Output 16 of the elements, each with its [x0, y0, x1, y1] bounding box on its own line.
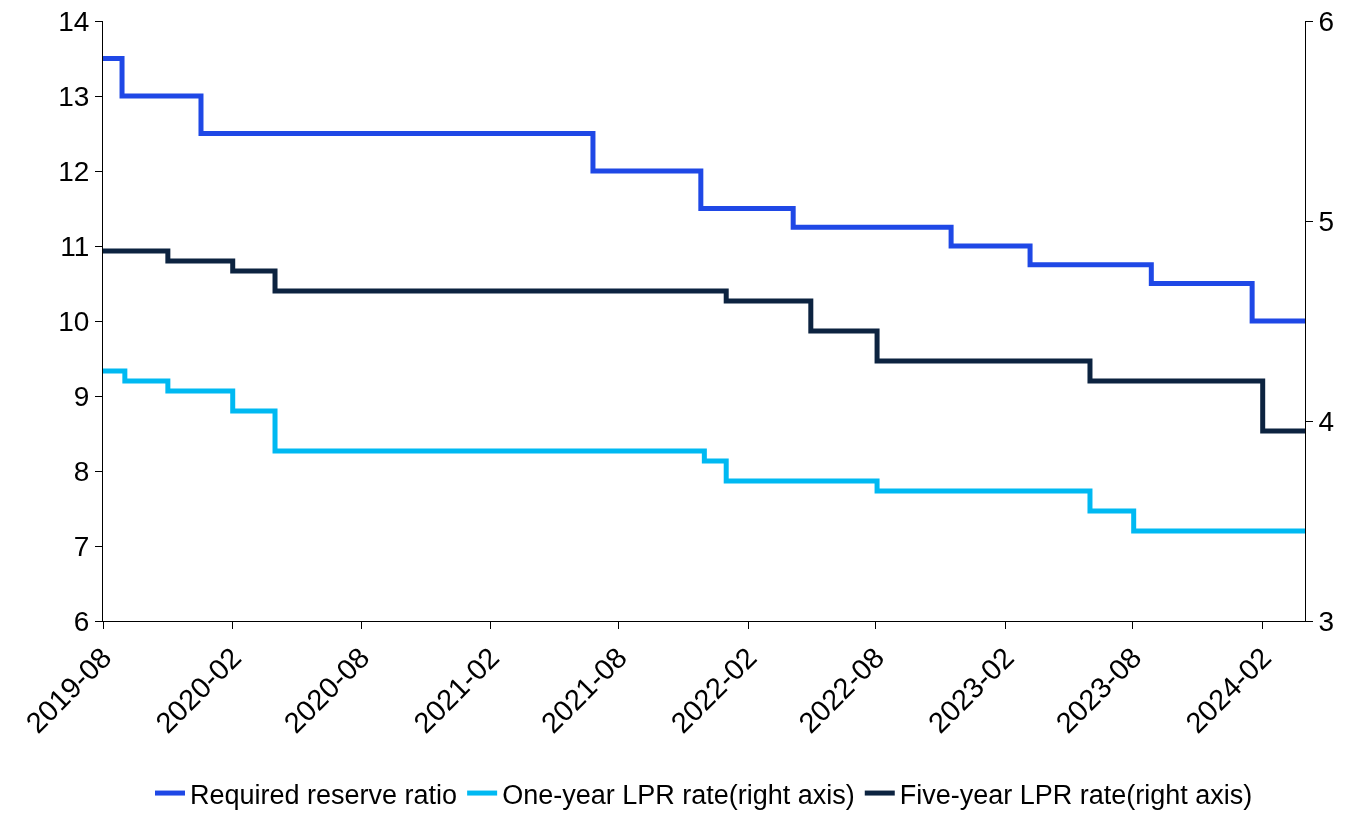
legend-label: Required reserve ratio [190, 779, 458, 810]
y-tick-label: 11 [60, 230, 90, 262]
y-tick-label: 10 [58, 305, 90, 337]
y2-tick-label: 3 [1318, 605, 1335, 637]
y-tick-label: 6 [73, 605, 90, 637]
y-tick-label: 12 [58, 155, 90, 187]
y2-tick-label: 6 [1318, 5, 1335, 37]
y-tick-label: 13 [58, 80, 90, 112]
y-tick-label: 14 [58, 5, 90, 37]
legend-label: One-year LPR rate(right axis) [502, 779, 855, 810]
y2-tick-label: 5 [1318, 205, 1335, 237]
y-tick-label: 8 [73, 455, 90, 487]
y-tick-label: 9 [73, 380, 90, 412]
y2-tick-label: 4 [1318, 405, 1335, 437]
y-tick-label: 7 [73, 530, 90, 562]
legend-label: Five-year LPR rate(right axis) [899, 779, 1253, 810]
